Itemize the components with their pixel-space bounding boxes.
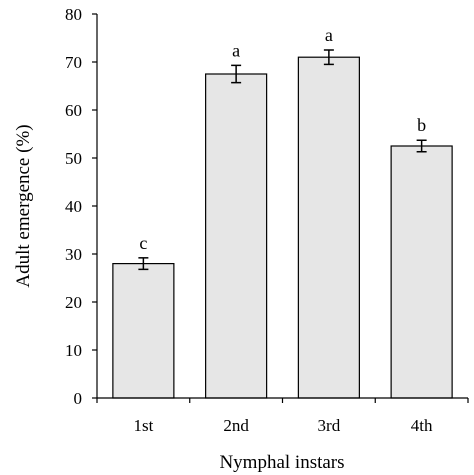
y-tick-label: 20	[65, 293, 82, 312]
y-tick-label: 60	[65, 101, 82, 120]
y-tick-label: 80	[65, 5, 82, 24]
significance-label-2nd: a	[232, 40, 240, 60]
y-tick-label: 0	[74, 389, 83, 408]
x-axis-title: Nymphal instars	[219, 452, 344, 473]
bar-3rd	[297, 56, 360, 399]
x-tick-label-1st: 1st	[133, 416, 153, 435]
y-axis-ticks: 0 10 20 30 40 50 60 70 80	[65, 5, 97, 408]
x-tick-label-3rd: 3rd	[318, 416, 341, 435]
bar-4th	[390, 145, 453, 399]
significance-labels: c a a b	[139, 25, 426, 253]
error-bar-1st	[138, 257, 149, 271]
error-bar-3rd	[323, 49, 334, 66]
y-axis-title: Adult emergence (%)	[13, 124, 34, 287]
y-tick-label: 10	[65, 341, 82, 360]
error-bar-4th	[416, 139, 427, 153]
y-tick-label: 30	[65, 245, 82, 264]
significance-label-4th: b	[417, 115, 426, 135]
y-tick-label: 70	[65, 53, 82, 72]
error-bar-2nd	[231, 64, 242, 84]
x-tick-label-4th: 4th	[411, 416, 433, 435]
bar-2nd	[205, 73, 268, 399]
x-tick-label-2nd: 2nd	[223, 416, 249, 435]
error-bars	[138, 49, 427, 271]
bars	[112, 56, 453, 399]
significance-label-1st: c	[139, 233, 147, 253]
y-tick-label: 40	[65, 197, 82, 216]
y-tick-label: 50	[65, 149, 82, 168]
significance-label-3rd: a	[325, 25, 333, 45]
x-axis-ticks: 1st 2nd 3rd 4th	[96, 398, 469, 435]
bar-1st	[112, 263, 175, 399]
